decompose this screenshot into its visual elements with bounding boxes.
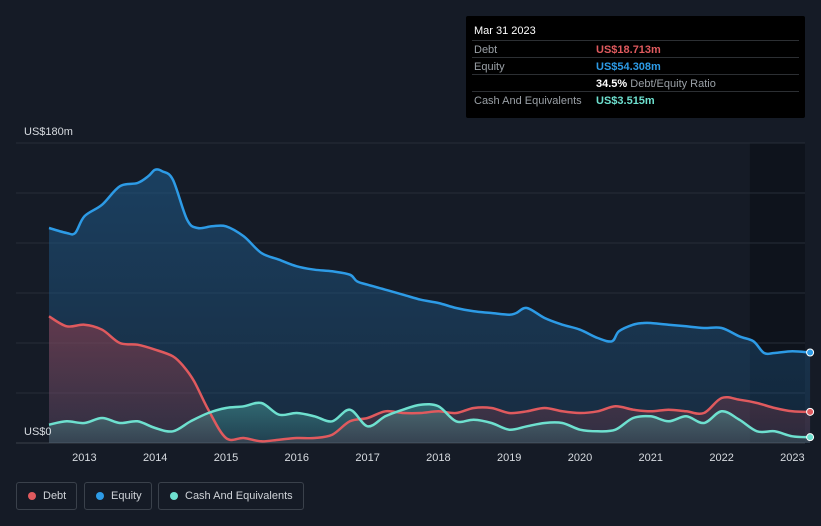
tooltip-ratio-value: 34.5% xyxy=(596,78,628,90)
equity-line xyxy=(48,168,811,356)
debt-endpoint xyxy=(806,407,815,416)
legend-cash-dot-icon xyxy=(170,492,178,500)
debt-area xyxy=(49,316,811,443)
x-tick-label: 2017 xyxy=(355,452,379,464)
cash-and-equivalents-area xyxy=(49,402,811,443)
tooltip-ratio-label: Debt/Equity Ratio xyxy=(630,78,716,90)
legend-equity-button[interactable]: Equity xyxy=(84,482,152,510)
series-lines xyxy=(48,168,811,443)
tooltip-ratio: 34.5% Debt/Equity Ratio xyxy=(596,78,716,90)
tooltip-date: Mar 31 2023 xyxy=(474,25,536,37)
tooltip-debt-value: US$18.713m xyxy=(596,44,661,56)
x-tick-label: 2014 xyxy=(143,452,167,464)
legend-equity-label: Equity xyxy=(111,490,142,502)
cash-and-equivalents-line xyxy=(48,401,811,439)
debt-line xyxy=(48,315,811,443)
y-top-label: US$180m xyxy=(24,126,73,138)
x-tick-label: 2020 xyxy=(568,452,592,464)
tooltip-cash-value: US$3.515m xyxy=(596,95,655,107)
x-tick-label: 2021 xyxy=(639,452,663,464)
x-tick-label: 2023 xyxy=(780,452,804,464)
legend-equity-dot-icon xyxy=(96,492,104,500)
tooltip-equity-label: Equity xyxy=(474,61,505,73)
y-bottom-label: US$0 xyxy=(24,426,52,438)
x-tick-label: 2018 xyxy=(426,452,450,464)
equity-area xyxy=(49,169,811,444)
tooltip-debt-label: Debt xyxy=(474,44,498,56)
tooltip-equity-value: US$54.308m xyxy=(596,61,661,73)
series-endpoints xyxy=(806,348,815,442)
tooltip-ratio-row: 34.5% Debt/Equity Ratio xyxy=(472,74,799,92)
x-tick-labels: 2013 2014 2015 2016 2017 2018 2019 2020 2021 2022… xyxy=(72,452,804,464)
x-tick-label: 2013 xyxy=(72,452,96,464)
legend-debt-button[interactable]: Debt xyxy=(16,482,77,510)
tooltip-cash-label: Cash And Equivalents xyxy=(474,95,582,107)
tooltip-panel: Mar 31 2023 Debt US$18.713m Equity US$54… xyxy=(466,16,805,118)
tooltip-cash-row: Cash And Equivalents US$3.515m xyxy=(472,91,799,109)
tooltip-equity-row: Equity US$54.308m xyxy=(472,57,799,75)
legend-cash-label: Cash And Equivalents xyxy=(185,490,293,502)
series-areas xyxy=(49,169,811,444)
tooltip-debt-row: Debt US$18.713m xyxy=(472,40,799,58)
legend-debt-label: Debt xyxy=(43,490,67,502)
x-tick-label: 2022 xyxy=(709,452,733,464)
legend-debt-dot-icon xyxy=(28,492,36,500)
legend-cash-button[interactable]: Cash And Equivalents xyxy=(158,482,304,510)
x-tick-label: 2016 xyxy=(285,452,309,464)
cash-and-equivalents-endpoint xyxy=(806,433,815,442)
x-tick-label: 2015 xyxy=(214,452,238,464)
x-tick-label: 2019 xyxy=(497,452,521,464)
equity-endpoint xyxy=(806,348,815,357)
